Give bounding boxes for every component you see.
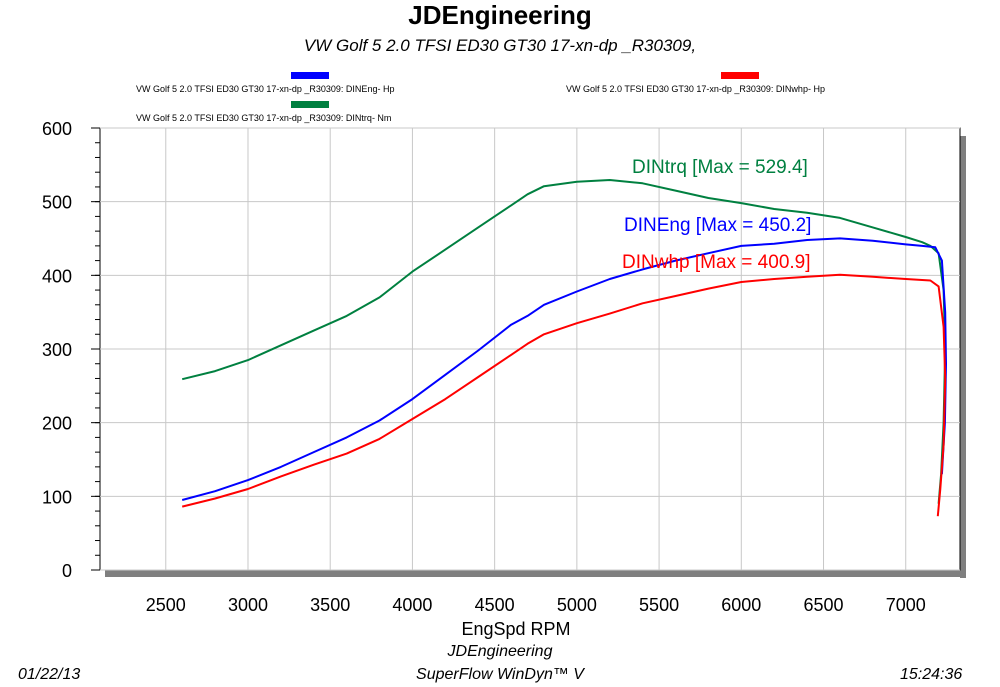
x-tick-label: 2500 [146,595,186,615]
grid-layer [99,127,966,578]
y-tick-label: 300 [42,340,72,360]
plot-shadow-bottom [105,570,966,577]
series-annotation-dinwhp: DINwhp [Max = 400.9] [622,252,811,273]
chart-title: JDEngineering [408,0,592,30]
x-tick-label: 4500 [475,595,515,615]
x-tick-label: 6000 [721,595,761,615]
x-tick-label: 4000 [392,595,432,615]
y-tick-label: 0 [62,561,72,581]
series-layer [181,179,947,517]
series-annotation-dineng: DINEng [Max = 450.2] [624,215,811,236]
y-tick-label: 100 [42,487,72,507]
series-line-dintrq [181,179,947,504]
y-tick-label: 500 [42,193,72,213]
x-tick-label: 3000 [228,595,268,615]
legend-entry-dineng: VW Golf 5 2.0 TFSI ED30 GT30 17-xn-dp _R… [136,84,395,94]
footer-time: 15:24:36 [900,666,963,683]
chart-subtitle: VW Golf 5 2.0 TFSI ED30 GT30 17-xn-dp _R… [303,36,697,55]
series-line-dinwhp [181,273,947,517]
footer-software: SuperFlow WinDyn™ V [416,666,584,683]
legend-swatch-dinwhp [721,72,759,79]
legend-entry-dinwhp: VW Golf 5 2.0 TFSI ED30 GT30 17-xn-dp _R… [566,84,825,94]
x-tick-label: 7000 [886,595,926,615]
y-tick-label: 600 [42,119,72,139]
plot-shadow-right [960,136,966,578]
footer-date: 01/22/13 [18,666,81,683]
y-tick-label: 200 [42,414,72,434]
footer-company: JDEngineering [447,643,553,660]
x-tick-label: 3500 [310,595,350,615]
series-annotation-dintrq: DINtrq [Max = 529.4] [632,157,808,178]
series-line-dineng [181,237,947,501]
legend-entry-dintrq: VW Golf 5 2.0 TFSI ED30 GT30 17-xn-dp _R… [136,113,392,123]
legend-swatch-dintrq [291,101,329,108]
x-tick-label: 6500 [803,595,843,615]
label-layer: DINtrq [Max = 529.4] DINEng [Max = 450.2]… [622,157,811,273]
y-tick-label: 400 [42,266,72,286]
legend-swatch-dineng [291,72,329,79]
axis-layer: 0 100 200 300 400 500 600 2500 3000 3500 4000 4500 5… [42,119,926,639]
x-tick-label: 5000 [557,595,597,615]
x-axis-label: EngSpd RPM [461,619,570,639]
x-tick-label: 5500 [639,595,679,615]
